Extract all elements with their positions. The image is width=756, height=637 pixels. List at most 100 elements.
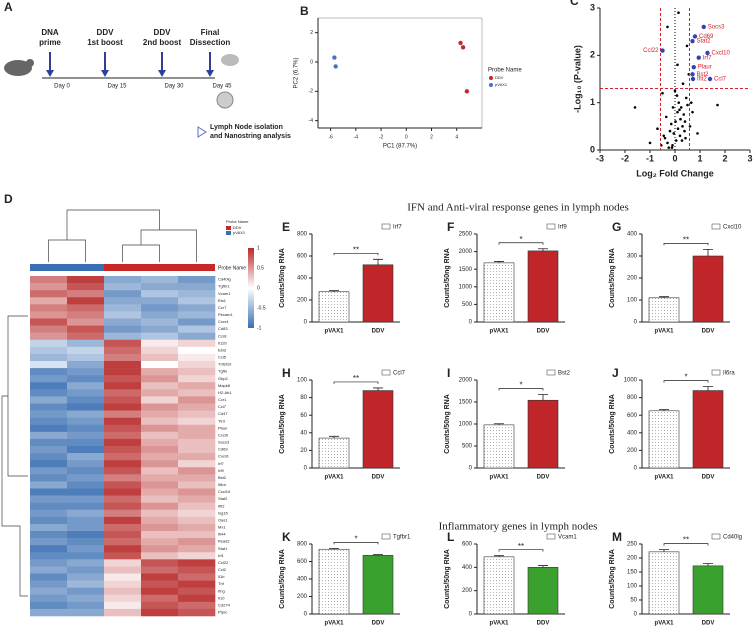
cell <box>67 438 105 447</box>
cell <box>104 375 142 383</box>
row-label: Cxcr6 <box>218 454 229 459</box>
day-label: Day 30 <box>164 84 184 90</box>
cell <box>141 375 179 383</box>
cell <box>178 396 216 404</box>
bracket <box>498 242 544 245</box>
y-tick-label: 800 <box>297 232 308 238</box>
bar <box>318 548 350 615</box>
cell <box>67 552 105 560</box>
row-label: Il1b <box>218 574 225 579</box>
cell <box>67 325 105 333</box>
row-label: Gbp2 <box>218 376 229 381</box>
point <box>667 146 671 149</box>
legend-label: Ccl7 <box>393 371 406 377</box>
highlight-point <box>690 76 696 82</box>
cell <box>104 608 142 617</box>
x-tick-label: pVAX1 <box>490 329 510 335</box>
point <box>662 134 666 138</box>
y-axis-label: Counts/50ng RNA <box>444 394 451 454</box>
legend-title: Probe Name <box>488 68 522 74</box>
scale-tick: -0.5 <box>257 305 266 311</box>
significance: * <box>684 373 687 382</box>
cell <box>30 495 68 503</box>
cell <box>178 311 216 319</box>
bracket <box>663 243 709 246</box>
y-axis-label: Counts/50ng RNA <box>609 549 616 609</box>
cell <box>67 332 105 341</box>
x-tick-label: pVAX1 <box>325 621 345 627</box>
cell <box>67 453 105 461</box>
x-tick-label: DDV <box>372 475 385 481</box>
row-label: Vcam1 <box>218 291 231 296</box>
column-header: Probe Name <box>218 265 246 271</box>
gene-label: Irf7 <box>703 55 712 61</box>
cell <box>141 488 179 496</box>
cell <box>141 460 179 468</box>
panel-label: D <box>4 192 13 206</box>
cell <box>141 304 179 312</box>
cell <box>30 339 68 348</box>
highlight-point <box>690 72 695 77</box>
cell <box>104 509 142 518</box>
cell <box>30 290 68 298</box>
cell <box>67 545 105 553</box>
y-tick-label: 800 <box>627 395 638 401</box>
point <box>661 91 664 95</box>
cell <box>67 481 105 489</box>
col-dendrogram <box>48 209 197 262</box>
row-label: Tlr3 <box>218 418 226 423</box>
cell <box>30 460 68 468</box>
cell <box>141 389 179 397</box>
row-label: Ifi44 <box>218 532 226 537</box>
cell <box>30 382 68 390</box>
error-bar <box>538 248 548 251</box>
cell <box>67 431 105 440</box>
row-label: Plaur <box>218 425 228 430</box>
cell <box>141 538 179 546</box>
panel-label: B <box>300 4 309 18</box>
point <box>682 113 686 116</box>
x-tick-label: 0 <box>405 134 408 140</box>
error-bar <box>329 547 339 550</box>
y-tick-label: 0 <box>590 144 595 154</box>
x-tick-label: DDV <box>702 475 715 481</box>
bracket <box>333 542 379 545</box>
y-tick-label: -2 <box>309 89 314 95</box>
cell <box>178 332 216 341</box>
event-label: Final <box>201 28 220 37</box>
x-tick-label: 3 <box>747 153 752 163</box>
point <box>674 139 678 142</box>
bar <box>483 262 515 323</box>
cell <box>30 601 68 610</box>
cell <box>30 438 68 447</box>
legend-label: pVAX1 <box>233 230 246 235</box>
legend-label: Il6ra <box>723 371 735 377</box>
y-tick-label: 1000 <box>459 284 473 290</box>
cell <box>178 431 216 440</box>
gene-label: Bst2 <box>697 72 710 78</box>
y-tick-label: 100 <box>627 298 638 304</box>
cell <box>30 396 68 404</box>
cell <box>141 446 179 454</box>
y-tick-label: 100 <box>297 378 308 384</box>
y-tick-label: 0 <box>469 320 473 326</box>
legend-swatch <box>226 231 231 235</box>
point <box>671 143 674 147</box>
significance: ** <box>683 236 689 245</box>
row-label: Ccl5 <box>218 355 227 360</box>
legend-label: DDV <box>233 225 242 230</box>
row-label: Ifng <box>218 588 225 593</box>
cell <box>104 488 142 496</box>
row-label: Pecam1 <box>218 312 233 317</box>
cell <box>178 438 216 447</box>
cell <box>141 545 179 553</box>
cell <box>30 531 68 539</box>
cell <box>67 353 105 362</box>
bar <box>527 567 559 615</box>
cell <box>141 601 179 610</box>
legend-swatch <box>489 83 493 87</box>
section-title: Inflammatory genes in lymph nodes <box>439 521 598 533</box>
cell <box>30 538 68 546</box>
cell <box>141 297 179 305</box>
